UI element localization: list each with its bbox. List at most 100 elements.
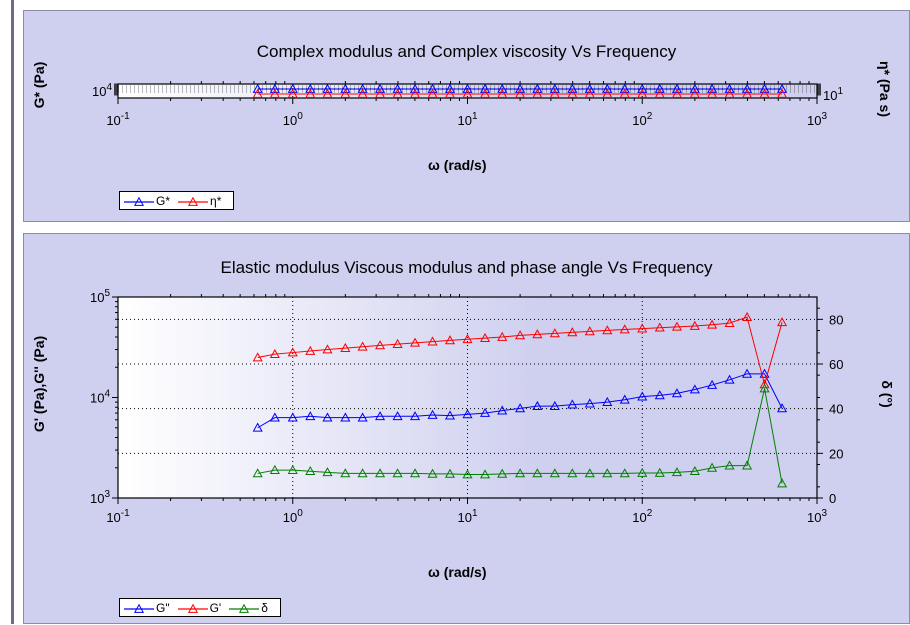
legend-item: δ (229, 601, 268, 615)
series-line (257, 373, 783, 429)
chart-title: Complex modulus and Complex viscosity Vs… (256, 42, 677, 61)
data-point (742, 460, 753, 470)
data-point (619, 83, 630, 93)
data-point (689, 88, 700, 98)
x-tick-label: 10-1 (106, 508, 130, 525)
data-point (532, 88, 543, 98)
legend-item: G* (124, 194, 170, 208)
data-point (392, 88, 403, 98)
data-point (479, 469, 491, 479)
series-markers (252, 88, 788, 98)
y2-tick-label: 0 (829, 491, 836, 506)
y-tick-label: 103 (90, 489, 110, 506)
data-point (515, 83, 526, 93)
data-point (375, 411, 386, 421)
data-point (427, 88, 438, 98)
data-point (654, 322, 665, 332)
data-point (671, 83, 683, 93)
data-point (689, 384, 700, 394)
data-point (532, 329, 543, 339)
data-point (340, 412, 351, 422)
data-point (742, 83, 753, 93)
legend-swatch-marker (187, 603, 198, 613)
series-markers (252, 383, 788, 488)
data-point (637, 391, 648, 401)
legend-swatch-marker (187, 196, 199, 206)
data-point (287, 464, 298, 474)
data-point (707, 83, 718, 93)
data-point (287, 88, 298, 98)
x-tick-label: 101 (457, 508, 477, 525)
legend-swatch-marker (133, 603, 145, 613)
data-point (479, 332, 491, 342)
data-point (444, 83, 456, 93)
data-point (619, 468, 630, 478)
data-point (479, 83, 491, 93)
data-point (724, 317, 735, 327)
y2-tick-label: 20 (829, 446, 843, 461)
data-point (515, 88, 526, 98)
data-point (392, 411, 403, 421)
data-point (409, 337, 421, 347)
data-point (759, 368, 770, 378)
window-splitter[interactable] (11, 0, 14, 624)
data-point (549, 88, 560, 98)
data-point (340, 88, 351, 98)
data-point (759, 383, 770, 393)
data-point (654, 467, 665, 477)
data-point (497, 331, 508, 341)
data-point (584, 398, 595, 408)
data-point (392, 83, 403, 93)
data-point (305, 465, 316, 476)
data-point (759, 88, 770, 98)
data-point (654, 390, 665, 400)
data-point (322, 83, 333, 93)
plot-frame (117, 296, 818, 499)
data-point (584, 468, 595, 478)
data-point (322, 344, 333, 354)
series-markers (252, 83, 788, 93)
y2-tick-label: 80 (829, 312, 843, 327)
data-point (567, 88, 578, 98)
data-point (427, 468, 438, 478)
data-point (619, 324, 630, 334)
legend: G* η* (119, 191, 235, 210)
data-point (532, 400, 543, 411)
y2-tick-label: 101 (823, 86, 843, 103)
data-point (637, 83, 648, 93)
data-point (742, 88, 753, 98)
x-tick-label: 10-1 (106, 111, 130, 128)
data-point (479, 88, 491, 98)
data-point (322, 467, 333, 477)
data-point (269, 83, 280, 93)
data-point (444, 335, 456, 345)
data-point (777, 88, 788, 98)
data-point (671, 388, 683, 398)
data-point (340, 83, 351, 93)
legend-swatch (124, 196, 154, 206)
legend-label: G* (156, 193, 171, 208)
data-point (689, 320, 700, 330)
data-point (444, 88, 456, 98)
legend: G" G' δ (119, 598, 281, 617)
data-point (584, 83, 595, 93)
data-point (671, 321, 683, 331)
data-point (637, 323, 648, 333)
data-point (375, 88, 386, 98)
data-point (567, 399, 578, 409)
data-point (619, 88, 630, 98)
data-point (777, 478, 788, 488)
series-markers (252, 311, 788, 389)
data-point (497, 468, 508, 478)
series-line (257, 316, 783, 387)
data-point (287, 412, 298, 422)
legend-item: G' (177, 601, 221, 615)
data-point (462, 88, 473, 98)
data-point (462, 409, 473, 419)
data-point (462, 83, 473, 93)
data-point (462, 334, 473, 344)
data-point (479, 407, 491, 417)
data-point (567, 468, 578, 478)
data-point (707, 379, 718, 389)
data-point (287, 83, 298, 93)
